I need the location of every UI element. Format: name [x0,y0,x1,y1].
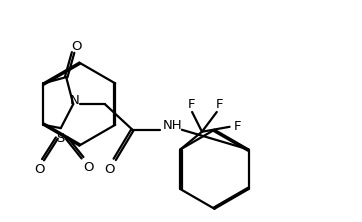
Text: F: F [188,98,195,111]
Text: F: F [234,120,241,133]
Text: O: O [34,163,44,176]
Text: O: O [83,161,94,174]
Text: F: F [216,98,223,111]
Text: N: N [70,94,79,107]
Text: S: S [56,131,65,145]
Text: O: O [71,40,81,53]
Text: NH: NH [163,119,183,132]
Text: O: O [105,163,115,176]
